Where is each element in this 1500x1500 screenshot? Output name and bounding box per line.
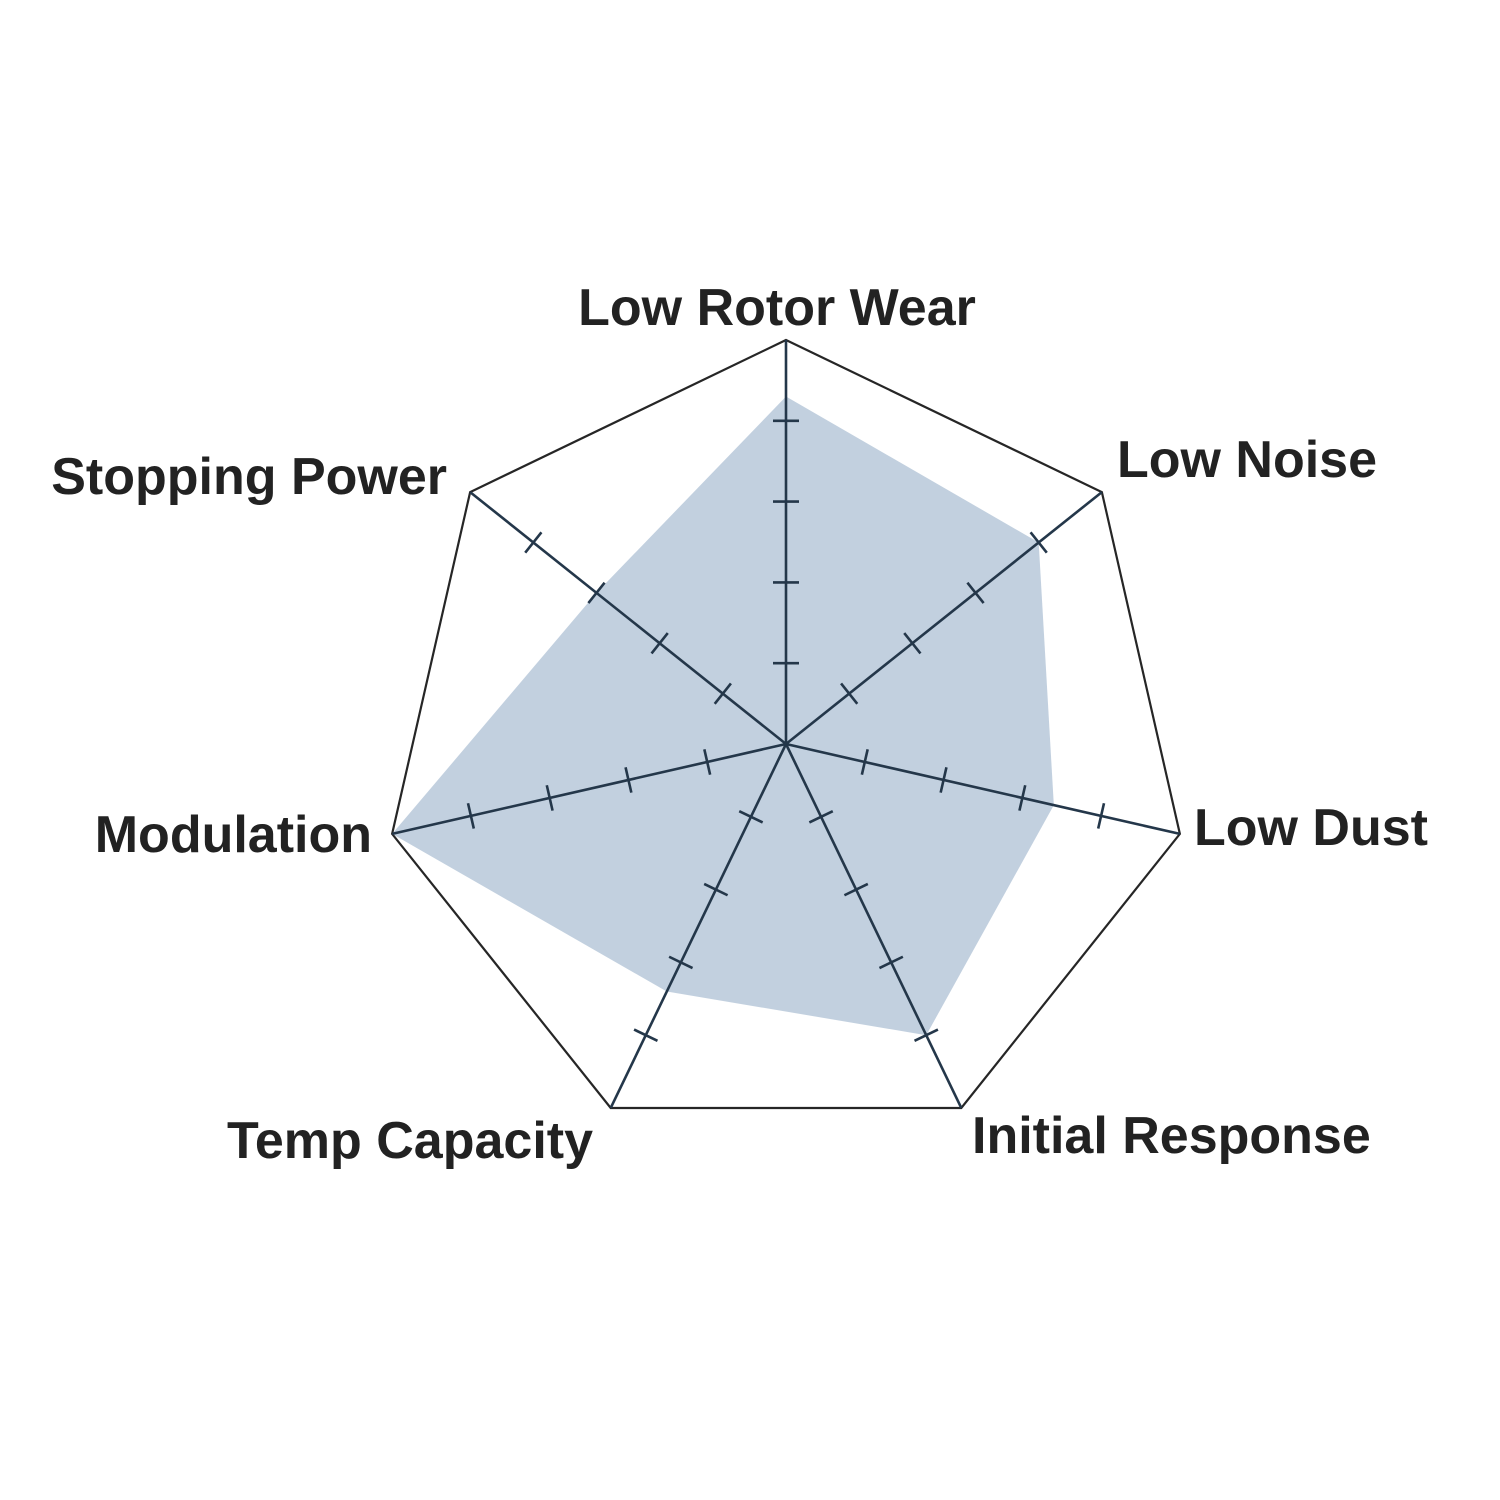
svg-text:Initial Response: Initial Response (972, 1107, 1371, 1165)
svg-text:Low Rotor Wear: Low Rotor Wear (578, 279, 976, 337)
svg-text:Temp Capacity: Temp Capacity (227, 1112, 593, 1170)
svg-text:Low Dust: Low Dust (1194, 799, 1428, 857)
svg-text:Modulation: Modulation (95, 806, 372, 864)
svg-text:Stopping Power: Stopping Power (51, 448, 447, 506)
svg-text:Low Noise: Low Noise (1117, 431, 1377, 489)
